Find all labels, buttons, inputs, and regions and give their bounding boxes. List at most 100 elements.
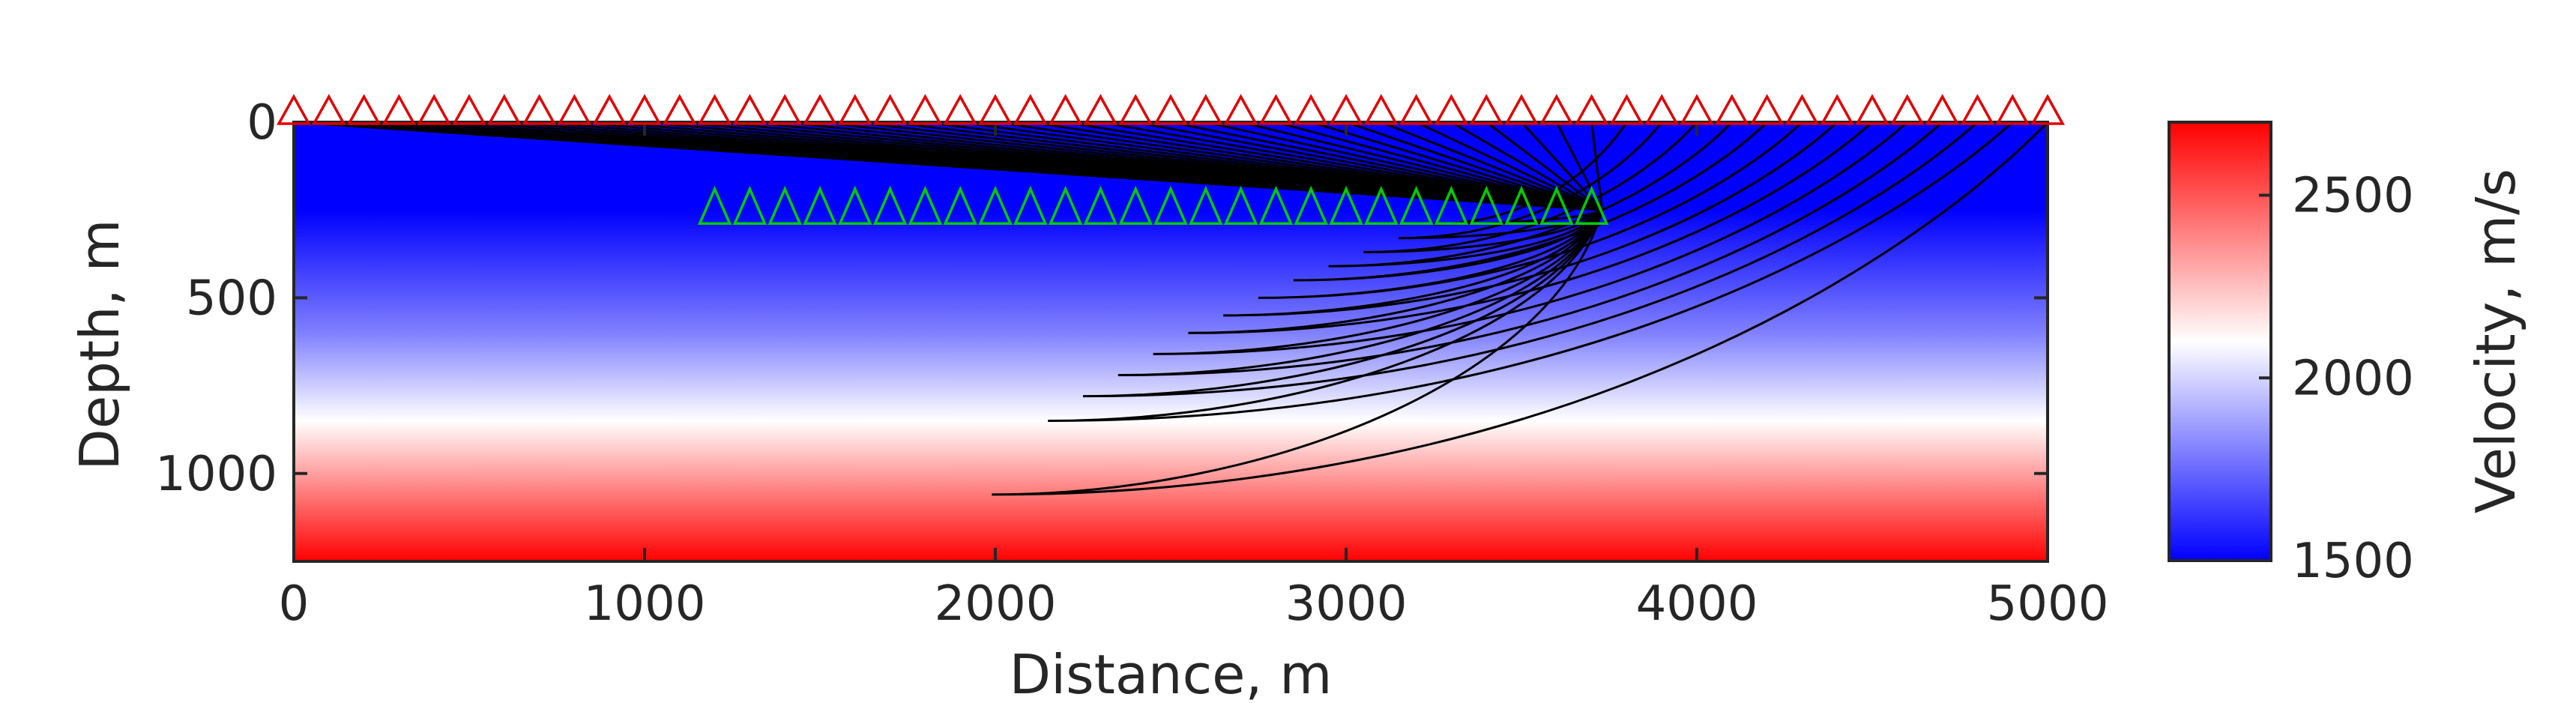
- ray-paths: [294, 122, 2048, 496]
- receiver-marker: [1820, 94, 1855, 125]
- receiver-marker: [346, 94, 381, 125]
- velocity-field: [294, 122, 2048, 561]
- receiver-marker: [872, 94, 908, 125]
- ray-path: [1240, 122, 1602, 211]
- receiver-marker: [417, 94, 452, 125]
- receiver-marker: [1539, 94, 1574, 125]
- ray-path: [1223, 122, 1839, 317]
- x-tick-label: 5000: [1987, 576, 2109, 632]
- source-marker: [803, 185, 837, 225]
- receiver-marker: [1855, 94, 1889, 125]
- source-marker: [1118, 185, 1153, 225]
- receiver-marker: [1329, 94, 1363, 125]
- source-marker: [1083, 185, 1118, 225]
- receiver-marker: [837, 94, 872, 125]
- receiver-marker: [1504, 94, 1539, 125]
- ray-path: [1399, 122, 1663, 240]
- receiver-marker: [1960, 94, 1995, 125]
- source-marker: [1539, 185, 1574, 225]
- y-axis-label: Depth, m: [68, 219, 131, 470]
- source-marker: [1434, 185, 1469, 225]
- plot-area: 0 1000 2000 3000 4000 5000 0 500 1000: [155, 94, 2109, 632]
- receiver-marker: [1925, 94, 1960, 125]
- x-axis-label: Distance, m: [1010, 643, 1333, 703]
- source-marker: [1223, 185, 1258, 225]
- receiver-marker: [767, 94, 803, 125]
- receiver-marker: [1434, 94, 1469, 125]
- colorbar-ticks: 1500 2000 2500: [2259, 169, 2414, 589]
- x-tick-label: 3000: [1285, 576, 1408, 632]
- source-marker: [1504, 185, 1539, 225]
- colorbar-gradient: [2169, 122, 2271, 561]
- ray-path: [992, 122, 2048, 496]
- source-marker: [1364, 185, 1399, 225]
- receiver-marker: [452, 94, 486, 125]
- receiver-marker: [1083, 94, 1118, 125]
- source-marker: [1329, 185, 1363, 225]
- source-marker: [1399, 185, 1434, 225]
- x-tick-label: 1000: [584, 576, 706, 632]
- ray-path: [1258, 122, 1803, 299]
- source-marker: [838, 185, 872, 225]
- source-marker: [1048, 185, 1083, 225]
- source-marker: [978, 185, 1013, 225]
- receiver-marker: [522, 94, 557, 125]
- y-tick-label: 500: [186, 271, 277, 326]
- source-marker: [1189, 185, 1223, 225]
- colorbar-tick-label: 1500: [2292, 534, 2414, 589]
- receiver-marker: [1680, 94, 1714, 125]
- ray-path: [1205, 122, 1602, 211]
- receiver-marker: [1749, 94, 1785, 125]
- colorbar-tick-label: 2500: [2292, 169, 2414, 224]
- receiver-marker: [592, 94, 627, 125]
- receiver-marker: [1294, 94, 1329, 125]
- receiver-marker: [1188, 94, 1223, 125]
- source-marker: [1574, 185, 1609, 225]
- ray-path: [1363, 122, 1698, 253]
- receiver-marker: [557, 94, 592, 125]
- receiver-marker: [1153, 94, 1188, 125]
- colorbar-tick-label: 2000: [2292, 351, 2414, 406]
- source-marker: [943, 185, 977, 225]
- receiver-marker: [1258, 94, 1294, 125]
- ray-path: [1117, 122, 1943, 377]
- y-tick-label: 1000: [155, 447, 277, 502]
- receiver-marker: [697, 94, 732, 125]
- colorbar: 1500 2000 2500 Velocity, m/s: [2168, 121, 2527, 589]
- ray-path: [1381, 122, 1603, 211]
- colorbar-label: Velocity, m/s: [2464, 169, 2527, 513]
- x-tick-label: 4000: [1636, 576, 1758, 632]
- receiver-marker: [908, 94, 943, 125]
- receiver-marker: [1644, 94, 1680, 125]
- receiver-marker: [1785, 94, 1820, 125]
- ray-path: [1485, 122, 1603, 211]
- receiver-marker: [943, 94, 978, 125]
- ray-path: [1170, 122, 1602, 211]
- source-marker: [732, 185, 767, 225]
- receiver-marker: [381, 94, 417, 125]
- receiver-marker: [1399, 94, 1434, 125]
- plot-frame: [292, 121, 2049, 563]
- source-marker: [767, 185, 802, 225]
- receiver-marker: [1889, 94, 1925, 125]
- receiver-marker: [277, 94, 311, 125]
- receiver-marker: [1013, 94, 1048, 125]
- ray-path: [1048, 122, 2014, 422]
- receiver-marker: [311, 94, 346, 125]
- receiver-marker: [978, 94, 1013, 125]
- receiver-marker: [1363, 94, 1399, 125]
- y-axis: 0 500 1000: [155, 95, 2048, 502]
- x-tick-label: 2000: [935, 576, 1057, 632]
- source-marker: [1469, 185, 1503, 225]
- source-markers: [697, 185, 1609, 225]
- receiver-marker: [1609, 94, 1644, 125]
- colorbar-frame: [2168, 121, 2272, 562]
- receiver-marker: [627, 94, 662, 125]
- receiver-marker: [1995, 94, 2030, 125]
- receiver-marker: [1469, 94, 1504, 125]
- receiver-markers: [277, 94, 2065, 125]
- source-marker: [1258, 185, 1294, 225]
- ray-path: [1328, 122, 1733, 268]
- receiver-marker: [732, 94, 767, 125]
